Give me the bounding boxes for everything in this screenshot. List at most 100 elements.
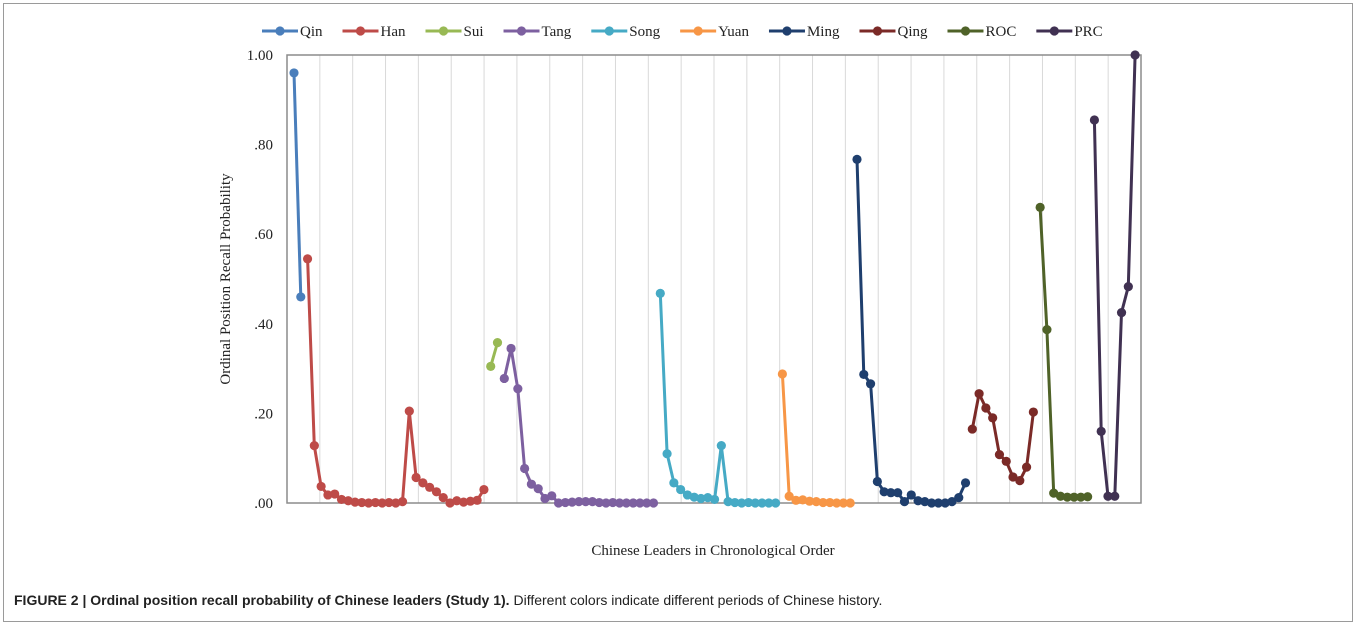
data-point [330,489,340,499]
legend-marker [960,26,971,36]
legend-item-han: Han [342,24,406,40]
data-point [560,497,570,508]
legend-item-roc: ROC [947,24,1016,40]
legend-label: Tang [542,24,572,40]
data-point [886,488,896,498]
data-point [323,490,333,500]
data-point [628,498,638,508]
series-sui [486,338,503,371]
data-point [933,498,944,508]
y-tick-label: .80 [254,138,273,154]
data-point [879,487,889,497]
data-point [811,497,821,507]
data-point [804,496,815,506]
data-point [350,497,360,507]
data-point [988,413,998,423]
series-han [302,254,489,508]
legend-marker [516,26,527,36]
series-qin [289,68,306,302]
data-point [723,497,733,507]
data-point [709,494,720,505]
data-point [716,441,726,451]
data-point [486,361,496,371]
data-point [845,498,855,508]
data-point [730,497,740,508]
data-point [1076,492,1086,502]
data-point [608,497,618,508]
legend-marker [1049,26,1059,36]
legend-item-tang: Tang [503,24,572,40]
data-point [316,481,326,492]
series-tang [499,343,659,508]
data-point [553,498,564,508]
y-tick-label: .20 [254,406,273,422]
data-point [1116,308,1127,318]
legend-item-ming: Ming [768,24,840,40]
data-point [425,482,435,492]
series-song [655,288,781,508]
data-point [404,406,414,416]
data-point [621,498,631,508]
data-point [662,449,672,459]
legend-label: Yuan [718,24,749,40]
data-point [1062,492,1072,502]
data-point [567,497,577,507]
data-point [927,498,937,508]
data-point [431,487,442,497]
legend-marker [438,26,449,36]
data-point [1130,50,1140,60]
data-point [676,484,686,495]
data-point [370,497,380,508]
y-tick-label: .40 [254,317,273,333]
series-line-song [658,293,776,505]
data-point [865,379,876,389]
data-point [954,493,964,503]
data-point [492,338,503,348]
data-point [838,498,849,508]
data-point [825,497,835,508]
y-tick-label: .00 [254,496,273,512]
x-axis-label: Chinese Leaders in Chronological Order [591,543,834,559]
data-point [642,498,652,508]
legend-item-prc: PRC [1036,24,1103,40]
data-point [981,403,991,413]
data-point [906,490,916,500]
legend-item-sui: Sui [425,24,484,40]
series-ming [852,154,971,508]
data-point [1096,426,1106,436]
data-point [499,373,509,384]
legend-item-qin: Qin [262,24,323,40]
grid-lines [319,55,1109,503]
data-point [438,493,448,503]
legend-label: Ming [807,24,840,40]
data-point [669,478,679,488]
data-point [750,498,760,508]
data-point [384,497,394,508]
data-point [458,497,469,507]
data-point [784,491,794,501]
legend-label: ROC [985,24,1016,40]
data-point [296,292,306,302]
data-point [1103,491,1113,501]
legend-item-qing: Qing [859,24,928,40]
y-tick-label: 1.00 [247,48,273,64]
data-point [594,497,604,508]
data-point [852,154,862,164]
series-line-qin [292,72,303,297]
data-point [635,498,645,508]
legend-marker [604,26,614,36]
data-point [357,497,367,508]
figure-frame [3,3,1353,622]
series-yuan [777,369,855,508]
caption-text: Different colors indicate different peri… [509,592,883,608]
legend-label: Han [381,24,406,40]
legend-label: Qing [897,24,928,40]
data-point [581,497,591,507]
caption-label: FIGURE 2 | Ordinal position recall proba… [14,592,510,608]
data-point [913,496,923,506]
data-point [655,288,665,298]
data-point [601,498,611,508]
data-point [899,497,910,507]
data-point [614,498,625,508]
data-point [302,254,313,264]
